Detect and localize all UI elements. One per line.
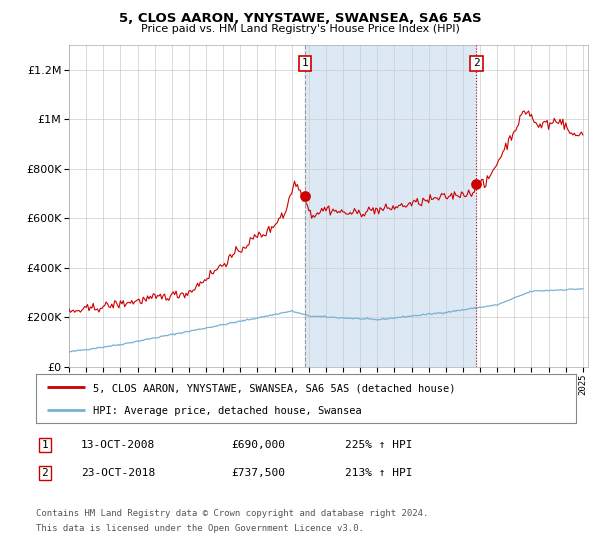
Text: Price paid vs. HM Land Registry's House Price Index (HPI): Price paid vs. HM Land Registry's House …: [140, 24, 460, 34]
Text: 2: 2: [41, 468, 49, 478]
Text: 5, CLOS AARON, YNYSTAWE, SWANSEA, SA6 5AS: 5, CLOS AARON, YNYSTAWE, SWANSEA, SA6 5A…: [119, 12, 481, 25]
Text: This data is licensed under the Open Government Licence v3.0.: This data is licensed under the Open Gov…: [36, 524, 364, 533]
Bar: [305, 45, 476, 367]
Point: [472, 180, 481, 189]
Text: £690,000: £690,000: [231, 440, 285, 450]
Text: 13-OCT-2008: 13-OCT-2008: [81, 440, 155, 450]
Text: 1: 1: [302, 58, 308, 68]
Text: £737,500: £737,500: [231, 468, 285, 478]
Text: 1: 1: [41, 440, 49, 450]
Text: 23-OCT-2018: 23-OCT-2018: [81, 468, 155, 478]
Text: 213% ↑ HPI: 213% ↑ HPI: [345, 468, 413, 478]
Text: HPI: Average price, detached house, Swansea: HPI: Average price, detached house, Swan…: [92, 407, 361, 417]
Text: 2: 2: [473, 58, 480, 68]
Text: 5, CLOS AARON, YNYSTAWE, SWANSEA, SA6 5AS (detached house): 5, CLOS AARON, YNYSTAWE, SWANSEA, SA6 5A…: [92, 383, 455, 393]
Point: [301, 192, 310, 200]
Text: 225% ↑ HPI: 225% ↑ HPI: [345, 440, 413, 450]
Text: Contains HM Land Registry data © Crown copyright and database right 2024.: Contains HM Land Registry data © Crown c…: [36, 509, 428, 518]
